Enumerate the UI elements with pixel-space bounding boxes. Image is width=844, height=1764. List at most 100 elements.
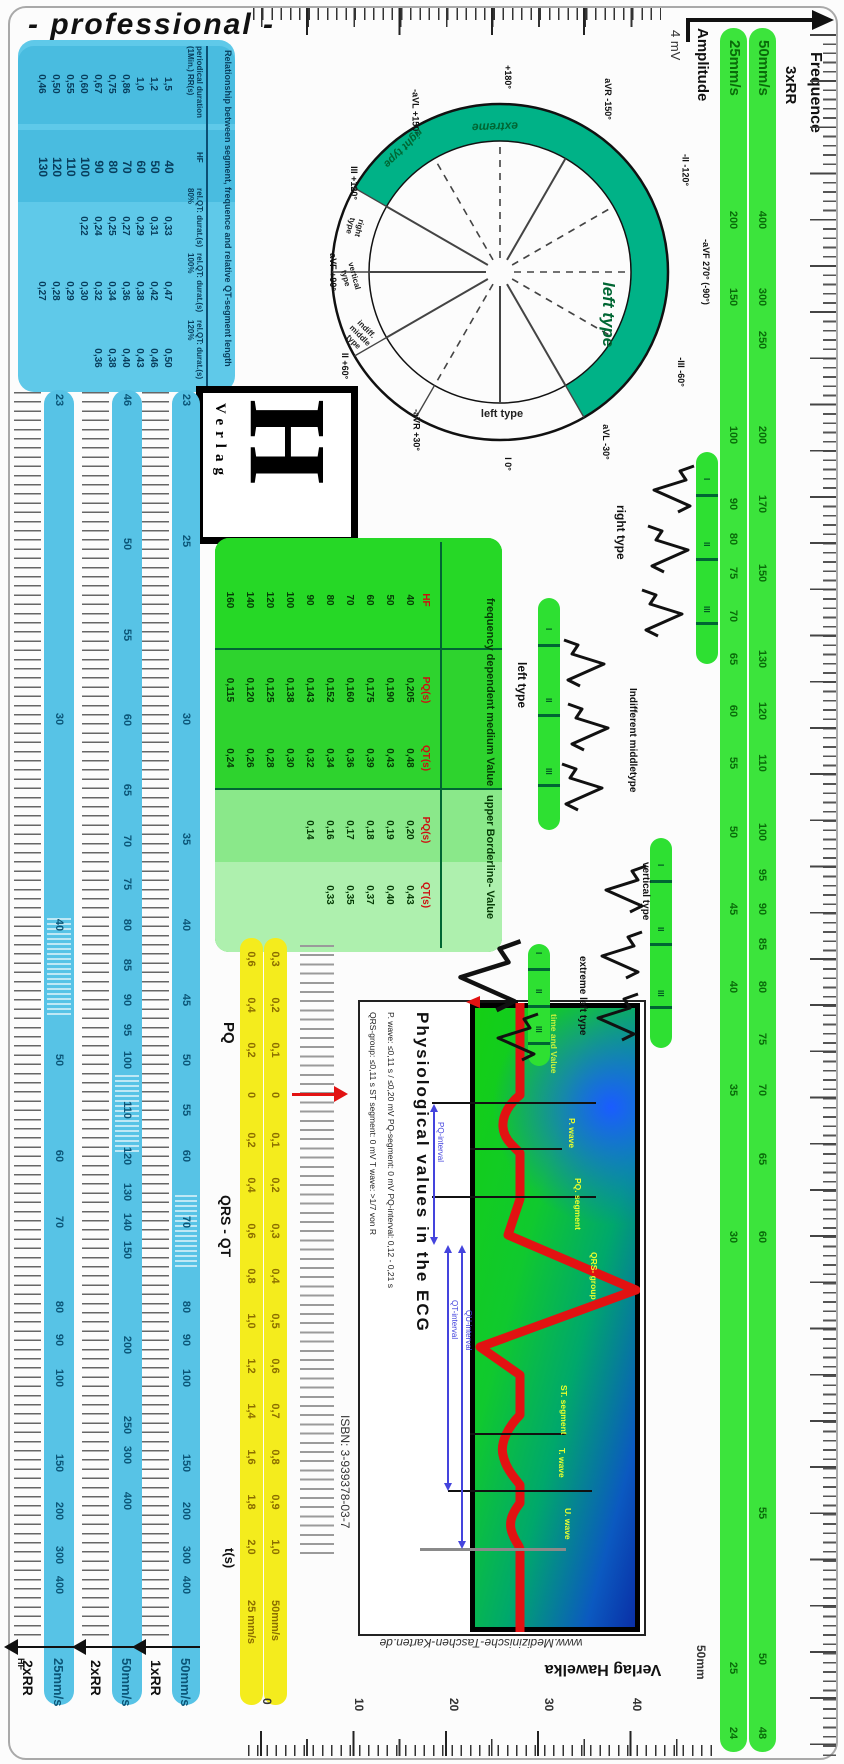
publisher-logo-text: Verlag: [212, 403, 228, 481]
freq-table-pq-cell: 0,160: [344, 677, 355, 703]
frequence-value: 150: [756, 563, 768, 583]
qu-interval-arrow-head: [458, 1541, 466, 1549]
frequence-value: 95: [756, 868, 768, 881]
frequence-subtitle: 3xRR: [782, 66, 799, 105]
qt-table-cell: 80: [106, 160, 120, 174]
qt-table-row-label: rel.QT: durat.(s) 80%: [186, 188, 204, 248]
freq-table-hf-cell: 140: [244, 591, 255, 609]
rr-bar-value: 80: [121, 918, 133, 931]
freq-table-hf-band: [215, 538, 502, 648]
frequence-value: 80: [756, 980, 768, 993]
trace-arrow-line: [480, 1000, 518, 1003]
qrs-qt-scale-label: QRS - QT: [218, 1195, 234, 1258]
freq-table-hf-cell: 90: [304, 594, 315, 606]
rr-bar-value: 55: [121, 628, 133, 641]
qt-table-cell: 0,30: [78, 281, 89, 301]
freq-table-line1: [215, 648, 502, 650]
rr-bar-value: 70: [53, 1215, 65, 1229]
qt-table-cell: 0,67: [92, 74, 103, 94]
frequence-value: 60: [756, 1230, 768, 1243]
qt-table-cell: 0,50: [50, 74, 61, 94]
ecg-wave-label: P. wave: [567, 1118, 577, 1149]
zero-arrow-line: [292, 1093, 336, 1096]
qt-table-cell: 110: [64, 157, 78, 177]
rr-bar-value: 200: [121, 1335, 133, 1355]
rr-bar-value: 120: [121, 1146, 133, 1165]
cabrera-axis-label: aVF +90°: [328, 253, 338, 291]
cabrera-axis-label: -aVF 270° (-90°): [701, 239, 711, 305]
time-value-below: 1,4: [245, 1403, 257, 1420]
time-value-below: 1,8: [245, 1494, 257, 1510]
rr-bar-value: 70: [121, 834, 133, 847]
freq-table-pq-cell: 0,190: [384, 677, 395, 703]
mm-ruler-ticks-long: [260, 1731, 712, 1756]
qt-table-cell: 0,43: [134, 348, 145, 368]
pq-interval-arrow: [433, 1106, 435, 1243]
ecg-line-u-end: [420, 1548, 566, 1551]
lead-type-label: vertical type: [640, 862, 651, 921]
rr-bar-value: 200: [180, 1501, 192, 1520]
time-value-below: 1,0: [269, 1539, 281, 1555]
lead-type-label: left type: [515, 662, 529, 709]
qt-table-cell: 40: [162, 160, 176, 174]
rr-bar: [172, 390, 200, 1705]
qu-interval-arrow: [461, 1247, 463, 1547]
rr-bar-value: 50: [121, 538, 133, 551]
isbn-label: ISBN: 3-939378-03-7: [338, 1415, 352, 1529]
rr-bar-value: 40: [53, 918, 65, 931]
frequence-value: 75: [727, 566, 739, 580]
freq-table-qt-cell: 0,43: [384, 748, 395, 768]
cabrera-axis-label: aVL -30°: [601, 424, 611, 460]
time-stripe-25-speed: 25 mm/s: [245, 1600, 257, 1645]
frequence-value: 65: [756, 1153, 768, 1166]
rr-bar-value: 90: [53, 1333, 65, 1347]
ecg-line-p-start: [432, 1102, 596, 1104]
rr-bar: [112, 390, 142, 1705]
frequence-edge-ticks-long: [810, 34, 836, 1756]
freq-table-hf-cell: 120: [264, 591, 275, 609]
lead-ecg-spike-icon: [566, 700, 612, 759]
frequence-value: 100: [727, 425, 739, 445]
frequence-value: 30: [727, 1230, 739, 1243]
rr-bar-value: 300: [53, 1545, 65, 1564]
qt-table-cell: 0,33: [162, 216, 173, 236]
ecg-wave-label: ST. segment: [559, 1385, 569, 1435]
qt-table-cell: 0,42: [148, 281, 159, 301]
qt-table-cell: 0,36: [92, 348, 103, 368]
time-value-above: 0,1: [269, 1042, 281, 1058]
lead-ecg-spike-icon: [602, 862, 648, 921]
lead-ecg-spike-icon: [646, 522, 692, 581]
lead-pill-section-mark: [528, 1005, 550, 1008]
ecg-line-p-end: [470, 1148, 562, 1150]
frequence-value: 75: [756, 1032, 768, 1045]
frequence-arrow-icon: [686, 10, 834, 42]
ecg-line-st-end: [470, 1433, 566, 1435]
freq-table-qt-cell: 0,24: [224, 748, 235, 768]
rr-bar-tick-strip: [142, 392, 169, 1642]
rr-bar-value: 40: [180, 918, 192, 931]
lead-type-label: Indifferent middletype: [627, 688, 638, 793]
qt-table-cell: 0,36: [120, 281, 131, 301]
lead-pill-section-mark: [696, 558, 718, 561]
qt-table-cell: 0,27: [120, 216, 131, 236]
ring-label-white: left type: [480, 408, 524, 420]
rr-bar-value: 250: [121, 1416, 133, 1435]
frequence-value: 250: [756, 331, 768, 350]
time-value-above: 0,2: [245, 1042, 257, 1058]
rr-bar-value: 35: [180, 833, 192, 846]
cabrera-axis-label: -aVR +30°: [411, 409, 422, 452]
qt-table-cell: 60: [134, 160, 148, 174]
freq-table-pq-cell: 0,115: [224, 677, 235, 703]
frequence-value: 130: [756, 650, 768, 669]
frequence-value: 40: [727, 980, 739, 993]
ring-label-green: left type: [599, 282, 618, 348]
freq-table-qt-upper-cell: 0,40: [384, 885, 395, 905]
time-stripe-50-speed: 50mm/s: [269, 1600, 281, 1641]
qt-table-divider: [206, 46, 208, 386]
rr-bar-speed-label: 25mm/s: [51, 1658, 66, 1707]
rr-bar-name-label: 2xRR: [88, 1660, 104, 1696]
frequence-value: 70: [727, 610, 739, 623]
lead-ecg-spike-icon: [494, 1010, 540, 1069]
qt-table-cell: 1,2: [148, 77, 159, 91]
